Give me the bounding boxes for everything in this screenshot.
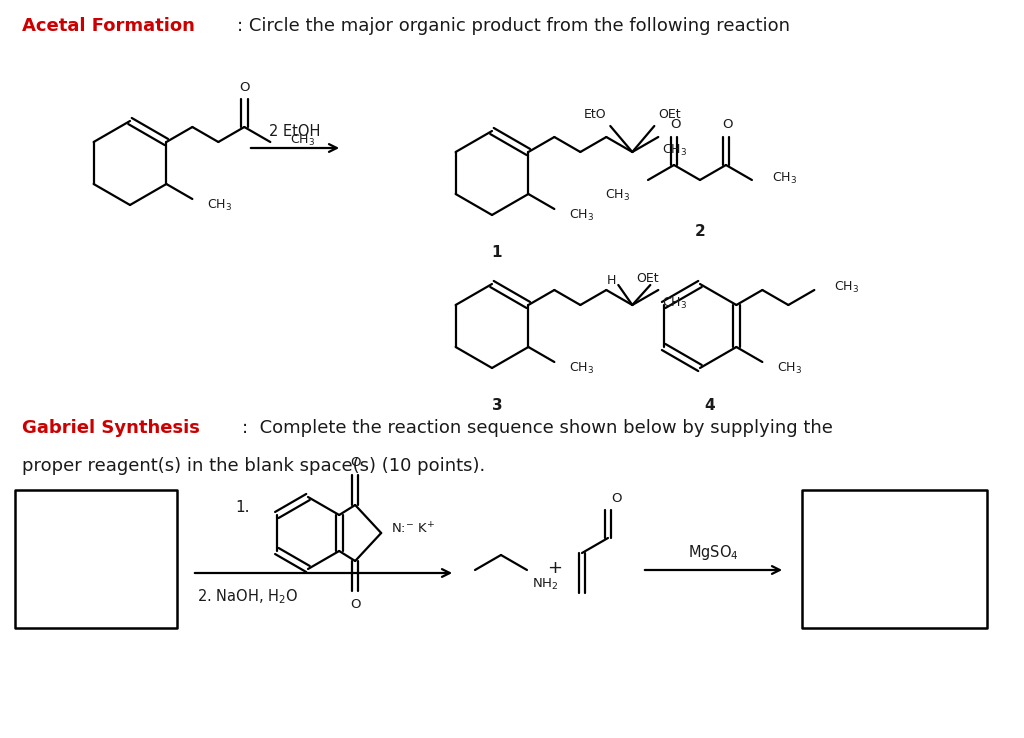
Text: CH$_3$: CH$_3$ xyxy=(290,132,315,148)
Text: CH$_3$: CH$_3$ xyxy=(605,187,630,202)
Text: OEt: OEt xyxy=(636,272,658,286)
Text: CH$_3$: CH$_3$ xyxy=(835,280,859,294)
Bar xyxy=(15,490,177,628)
Bar xyxy=(802,490,987,628)
Text: 1: 1 xyxy=(492,246,502,261)
Text: +: + xyxy=(548,559,562,577)
Text: O: O xyxy=(671,117,681,131)
Text: CH$_3$: CH$_3$ xyxy=(569,360,595,376)
Text: O: O xyxy=(350,455,360,469)
Text: N:$^{-}$ K$^{+}$: N:$^{-}$ K$^{+}$ xyxy=(391,521,435,537)
Text: H: H xyxy=(607,275,616,288)
Text: O: O xyxy=(723,117,733,131)
Text: EtO: EtO xyxy=(584,108,606,120)
Text: CH$_3$: CH$_3$ xyxy=(777,360,803,376)
Text: O: O xyxy=(239,81,250,94)
Text: CH$_3$: CH$_3$ xyxy=(207,198,232,213)
Text: 1.: 1. xyxy=(234,500,250,516)
Text: 4: 4 xyxy=(705,399,716,413)
Text: CH$_3$: CH$_3$ xyxy=(569,207,595,223)
Text: 2 EtOH: 2 EtOH xyxy=(269,123,321,139)
Text: Acetal Formation: Acetal Formation xyxy=(22,17,195,35)
Text: :  Complete the reaction sequence shown below by supplying the: : Complete the reaction sequence shown b… xyxy=(242,419,833,437)
Text: 2. NaOH, H$_2$O: 2. NaOH, H$_2$O xyxy=(197,587,298,607)
Text: O: O xyxy=(350,598,360,610)
Text: proper reagent(s) in the blank space(s) (10 points).: proper reagent(s) in the blank space(s) … xyxy=(22,457,485,475)
Text: MgSO$_4$: MgSO$_4$ xyxy=(688,542,739,562)
Text: 2: 2 xyxy=(694,224,706,240)
Text: Gabriel Synthesis: Gabriel Synthesis xyxy=(22,419,200,437)
Text: 3: 3 xyxy=(492,399,503,413)
Text: OEt: OEt xyxy=(658,108,681,120)
Text: CH$_3$: CH$_3$ xyxy=(772,170,797,185)
Text: CH$_3$: CH$_3$ xyxy=(663,142,687,157)
Text: : Circle the major organic product from the following reaction: : Circle the major organic product from … xyxy=(237,17,790,35)
Text: O: O xyxy=(611,492,622,505)
Text: NH$_2$: NH$_2$ xyxy=(531,576,558,592)
Text: CH$_3$: CH$_3$ xyxy=(663,295,687,311)
